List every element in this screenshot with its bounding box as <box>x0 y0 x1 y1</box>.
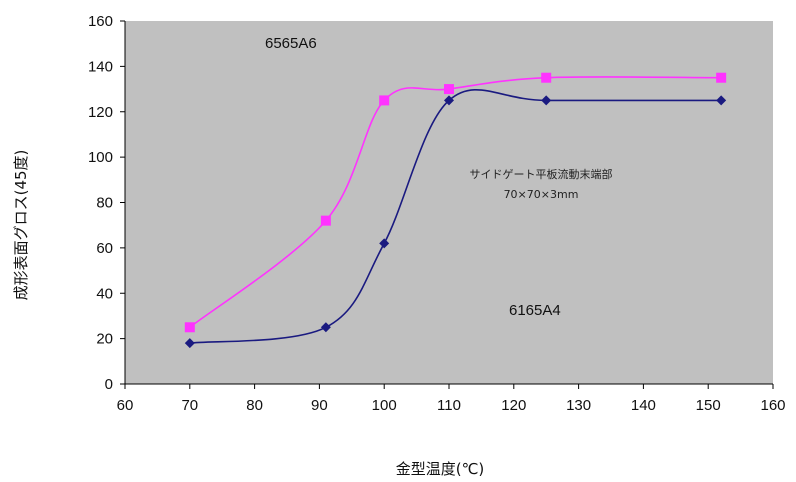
data-point-6565a6 <box>185 322 195 332</box>
y-axis-title: 成形表面グロス(45度) <box>12 150 30 301</box>
data-point-6565a6 <box>541 73 551 83</box>
series-label-6565a6: 6565A6 <box>265 35 317 52</box>
y-tick-label: 60 <box>96 240 113 257</box>
data-point-6565a6 <box>444 84 454 94</box>
x-tick-label: 70 <box>181 397 198 414</box>
data-point-6565a6 <box>379 95 389 105</box>
x-tick-label: 80 <box>246 397 263 414</box>
x-tick-label: 90 <box>311 397 328 414</box>
x-tick-label: 120 <box>501 397 526 414</box>
x-tick-label: 130 <box>566 397 591 414</box>
y-tick-label: 100 <box>88 149 113 166</box>
y-tick-label: 20 <box>96 331 113 348</box>
x-tick-label: 150 <box>696 397 721 414</box>
x-tick-label: 110 <box>437 397 461 414</box>
plot-area <box>125 21 773 384</box>
x-tick-label: 160 <box>760 397 785 414</box>
series-label-6165a4: 6165A4 <box>509 302 561 319</box>
x-tick-label: 140 <box>631 397 656 414</box>
y-tick-label: 80 <box>96 195 113 212</box>
x-axis-title: 金型温度(℃) <box>396 460 485 478</box>
x-tick-label: 60 <box>117 397 134 414</box>
y-tick-label: 160 <box>88 13 113 30</box>
x-tick-label: 100 <box>372 397 397 414</box>
y-tick-label: 120 <box>88 104 113 121</box>
annotation-gate-location: サイドゲート平板流動末端部 <box>470 167 613 181</box>
data-point-6565a6 <box>321 216 331 226</box>
y-tick-label: 0 <box>105 376 113 393</box>
data-point-6565a6 <box>716 73 726 83</box>
annotation-plate-size: 70×70×3mm <box>504 188 579 201</box>
y-tick-label: 140 <box>88 58 113 75</box>
y-tick-label: 40 <box>96 285 113 302</box>
